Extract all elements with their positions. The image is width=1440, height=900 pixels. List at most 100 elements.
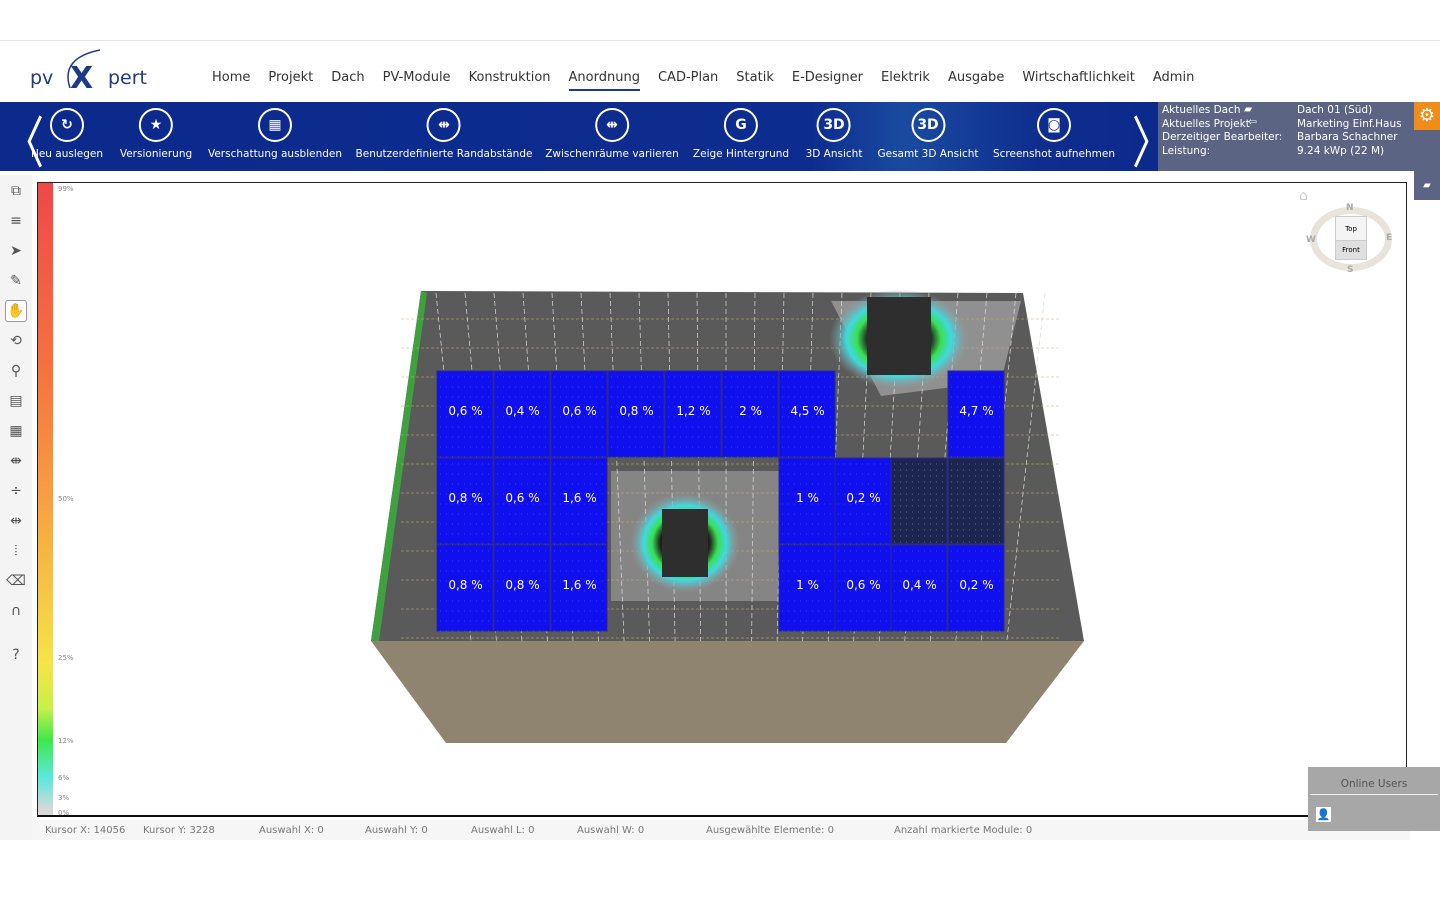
nav-elektrik[interactable]: Elektrik [881, 70, 930, 85]
select-area-icon[interactable]: ⧉ [11, 183, 21, 199]
module-shading-label: 0,6 % [505, 491, 539, 505]
info-label-leistung: Leistung: [1162, 144, 1211, 157]
spacing-icon: ⇹ [594, 108, 629, 142]
nav-admin[interactable]: Admin [1152, 70, 1195, 85]
rotate-icon[interactable]: ⟲ [10, 333, 22, 349]
scale-label: 3% [58, 794, 70, 802]
module-shading-label: 0,6 % [448, 404, 482, 418]
nav-home[interactable]: Home [212, 70, 251, 85]
view-compass[interactable]: ⌂ N S E W Top Front [1299, 188, 1396, 278]
pv-module [834, 457, 892, 545]
toolbar-screenshot-aufnehmen-button[interactable]: ◙ Screenshot aufnehmen [993, 108, 1115, 160]
3d-total-icon: 3D [911, 108, 945, 142]
info-label-dach: Aktuelles Dach [1162, 104, 1241, 116]
pv-module [550, 544, 608, 632]
toolbar-zwischenr-ume-variieren-button[interactable]: ⇹ Zwischenräume variieren [545, 108, 679, 160]
pv-module-marked [947, 457, 1005, 545]
module-grid-icon[interactable]: ▦ [9, 423, 23, 439]
toolbar-gesamt-3d-ansicht-button[interactable]: 3D Gesamt 3D Ansicht [877, 108, 979, 160]
nav-pv-module[interactable]: PV-Module [382, 70, 451, 85]
toolbar-3d-ansicht-button[interactable]: 3D 3D Ansicht [805, 108, 863, 160]
roof-icon[interactable]: ▰ [1423, 180, 1431, 191]
toolbar-label: Gesamt 3D Ansicht [877, 148, 979, 160]
toolbar-neu-auslegen-button[interactable]: ↻ Neu auslegen [31, 108, 103, 160]
toolbar-label: 3D Ansicht [805, 148, 863, 160]
view-top-button[interactable]: Top [1336, 217, 1366, 241]
info-label-bearbeiter: Derzeitiger Bearbeiter: [1162, 131, 1283, 143]
scale-label: 99% [58, 185, 74, 193]
toolbar-verschattung-ausblenden-button[interactable]: ▦ Verschattung ausblenden [208, 108, 342, 160]
status-item: Auswahl X: 0 [259, 825, 324, 836]
nav-cad-plan[interactable]: CAD-Plan [657, 70, 719, 85]
pv-module [493, 457, 551, 545]
view-front-button[interactable]: Front [1336, 241, 1366, 259]
nav-statik[interactable]: Statik [736, 70, 774, 85]
online-users-panel[interactable]: Online Users 👤 [1308, 767, 1440, 831]
toolbar-zeige-hintergrund-button[interactable]: G Zeige Hintergrund [693, 108, 789, 160]
nav-wirtschaftlichkeit[interactable]: Wirtschaftlichkeit [1022, 70, 1135, 85]
pvxpert-logo[interactable]: pv X pert [30, 48, 160, 94]
horizontal-gap-icon[interactable]: ⇼ [10, 453, 22, 469]
pv-module [493, 544, 551, 632]
compass-south: S [1347, 265, 1354, 275]
toolbar-benutzerdefinierte-randabst-nde-button[interactable]: ⇹ Benutzerdefinierte Randabstände [356, 108, 532, 160]
toolbar-label: Screenshot aufnehmen [992, 148, 1116, 160]
home-view-icon[interactable]: ⌂ [1299, 188, 1308, 204]
module-shading-label: 0,4 % [505, 404, 539, 418]
project-exit-icon[interactable]: ⇦ [1248, 116, 1257, 128]
status-item: Auswahl W: 0 [577, 825, 645, 836]
top-divider [0, 40, 1440, 41]
ruler-icon[interactable]: ⦙ [14, 543, 18, 559]
nav-projekt[interactable]: Projekt [268, 70, 314, 85]
module-shading-label: 1 % [796, 491, 819, 505]
toolbar: 〈 〉 ↻ Neu auslegen ★ Versionierung ▦ Verschat… [0, 102, 1172, 177]
pv-module-marked [890, 457, 948, 545]
module-shading-label: 1,2 % [676, 404, 710, 418]
info-value-leistung: 9.24 kWp (22 M) [1297, 144, 1385, 157]
chimney-obstacle [867, 297, 931, 375]
nav-e-designer[interactable]: E-Designer [791, 70, 863, 85]
compass-west: W [1306, 235, 1316, 245]
nav-konstruktion[interactable]: Konstruktion [468, 70, 551, 85]
shade-icon: ▦ [258, 108, 292, 142]
magnet-icon[interactable]: ∩ [10, 603, 22, 619]
zoom-icon[interactable]: ⚲ [10, 363, 22, 379]
select-move-icon[interactable]: ➤ [10, 243, 22, 259]
pv-module [607, 370, 665, 458]
compass-east: E [1386, 233, 1393, 243]
house-wall [371, 641, 1084, 743]
list-icon[interactable]: ≡ [10, 213, 22, 229]
user-avatar-icon[interactable]: 👤 [1316, 807, 1331, 822]
module-row-icon[interactable]: ▤ [9, 393, 23, 409]
pv-module [890, 544, 948, 632]
help-icon[interactable]: ? [12, 647, 20, 663]
toolbar-versionierung-button[interactable]: ★ Versionierung [120, 108, 192, 160]
pv-module [550, 370, 608, 458]
shading-scale [38, 183, 53, 815]
pv-module [778, 544, 836, 632]
map-pin-icon: G [723, 108, 758, 142]
svg-text:pert: pert [108, 67, 147, 89]
side-panel-toggle[interactable]: ▰ [1414, 130, 1440, 200]
nav-ausgabe[interactable]: Ausgabe [947, 70, 1005, 85]
toolbar-prev-arrow[interactable]: 〈 [4, 112, 44, 177]
nav-anordnung[interactable]: Anordnung [568, 70, 640, 91]
margin-icon[interactable]: ⇹ [10, 513, 22, 529]
eraser-icon[interactable]: ⌫ [6, 573, 26, 589]
scale-label: 25% [58, 654, 74, 662]
module-shading-label: 0,2 % [846, 491, 880, 505]
hand-pan-icon[interactable]: ✋ [5, 300, 27, 322]
module-shading-label: 4,5 % [790, 404, 824, 418]
nav-dach[interactable]: Dach [331, 70, 365, 85]
roof-canvas[interactable]: 99% 50% 25% 12% 6% 3% 0% 0,6 % 0,4 % 0,6 %… [37, 182, 1407, 817]
module-shading-label: 2 % [739, 404, 762, 418]
info-value-dach: Dach 01 (Süd) [1297, 104, 1373, 116]
settings-gear-icon[interactable]: ⚙ [1414, 102, 1440, 130]
roof-switch-icon[interactable]: ▰ [1244, 103, 1253, 115]
roof-3d-view[interactable]: 0,6 % 0,4 % 0,6 % 0,8 % 1,2 % 2 % 4,5 % 4,7 % 0,… [37, 182, 1407, 817]
roof-grid-line [638, 292, 650, 642]
vertical-gap-icon[interactable]: ÷ [10, 483, 22, 499]
pv-module [947, 370, 1005, 458]
svg-text:pv: pv [30, 67, 53, 89]
draw-pencil-icon[interactable]: ✎ [10, 273, 22, 289]
